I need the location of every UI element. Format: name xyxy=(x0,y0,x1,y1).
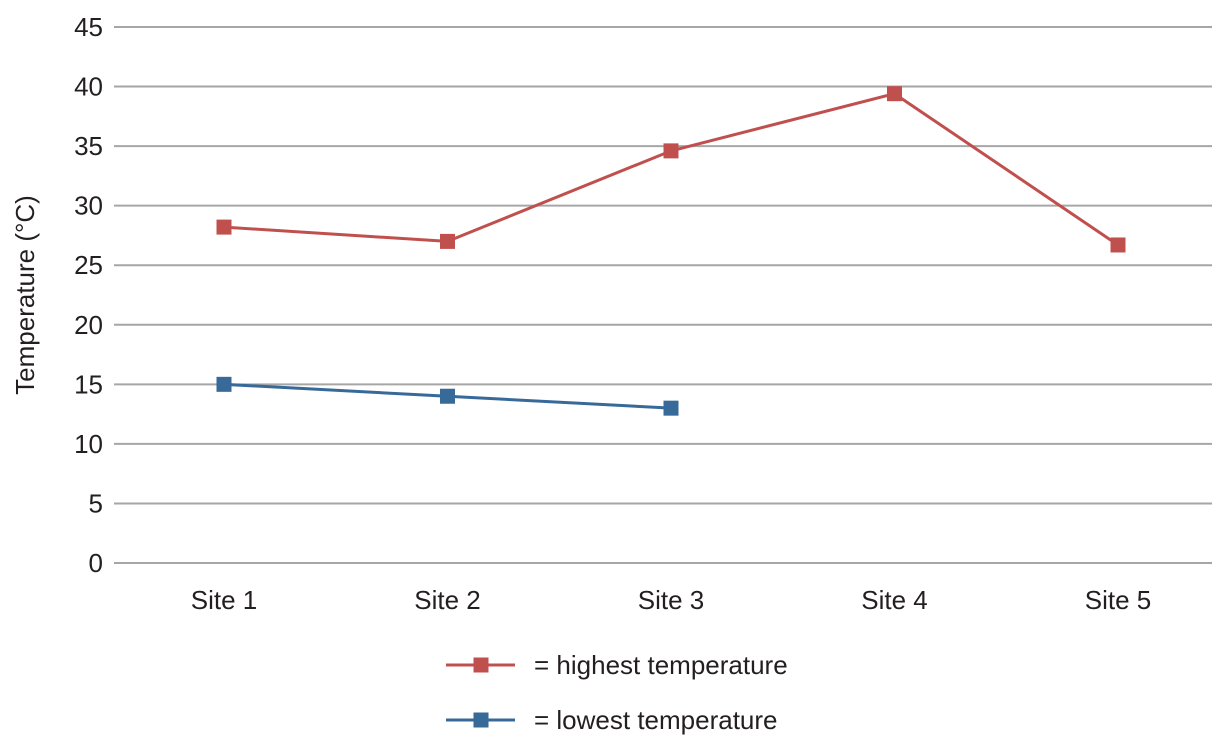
legend-item: = lowest temperature xyxy=(446,705,778,735)
data-point-marker xyxy=(216,219,232,235)
data-point-marker xyxy=(216,376,232,392)
y-axis-label: Temperature (°C) xyxy=(10,195,40,395)
x-tick-label: Site 1 xyxy=(191,585,258,615)
x-tick-label: Site 5 xyxy=(1085,585,1152,615)
legend-label: = lowest temperature xyxy=(534,705,778,735)
x-tick-label: Site 4 xyxy=(861,585,928,615)
y-tick-label: 45 xyxy=(74,12,103,42)
x-tick-labels: Site 1 Site 2 Site 3 Site 4 Site 5 xyxy=(191,585,1152,615)
y-tick-label: 15 xyxy=(74,369,103,399)
legend-label: = highest temperature xyxy=(534,650,788,680)
data-point-marker xyxy=(440,388,455,404)
legend: = highest temperature = lowest temperatur… xyxy=(446,650,788,735)
data-point-marker xyxy=(440,233,455,249)
x-tick-label: Site 3 xyxy=(638,585,705,615)
y-tick-labels: 0 5 10 15 20 25 30 35 40 45 xyxy=(74,12,103,578)
data-point-marker xyxy=(1110,237,1126,253)
gridlines xyxy=(114,26,1212,564)
series-1 xyxy=(216,86,1126,253)
y-tick-label: 40 xyxy=(74,72,103,102)
y-tick-label: 0 xyxy=(89,548,103,578)
data-point-marker xyxy=(663,143,679,159)
legend-marker xyxy=(473,657,489,673)
y-tick-label: 30 xyxy=(74,191,103,221)
series-line xyxy=(223,92,1119,247)
legend-marker xyxy=(473,712,489,728)
x-tick-label: Site 2 xyxy=(414,585,481,615)
data-point-marker xyxy=(663,400,679,416)
y-tick-label: 20 xyxy=(74,310,103,340)
y-tick-label: 25 xyxy=(74,250,103,280)
y-tick-label: 35 xyxy=(74,131,103,161)
data-point-marker xyxy=(887,86,902,102)
series-group xyxy=(216,86,1126,416)
y-tick-label: 10 xyxy=(74,429,103,459)
legend-item: = highest temperature xyxy=(446,650,788,680)
y-tick-label: 5 xyxy=(89,488,103,518)
series-2 xyxy=(216,376,679,416)
